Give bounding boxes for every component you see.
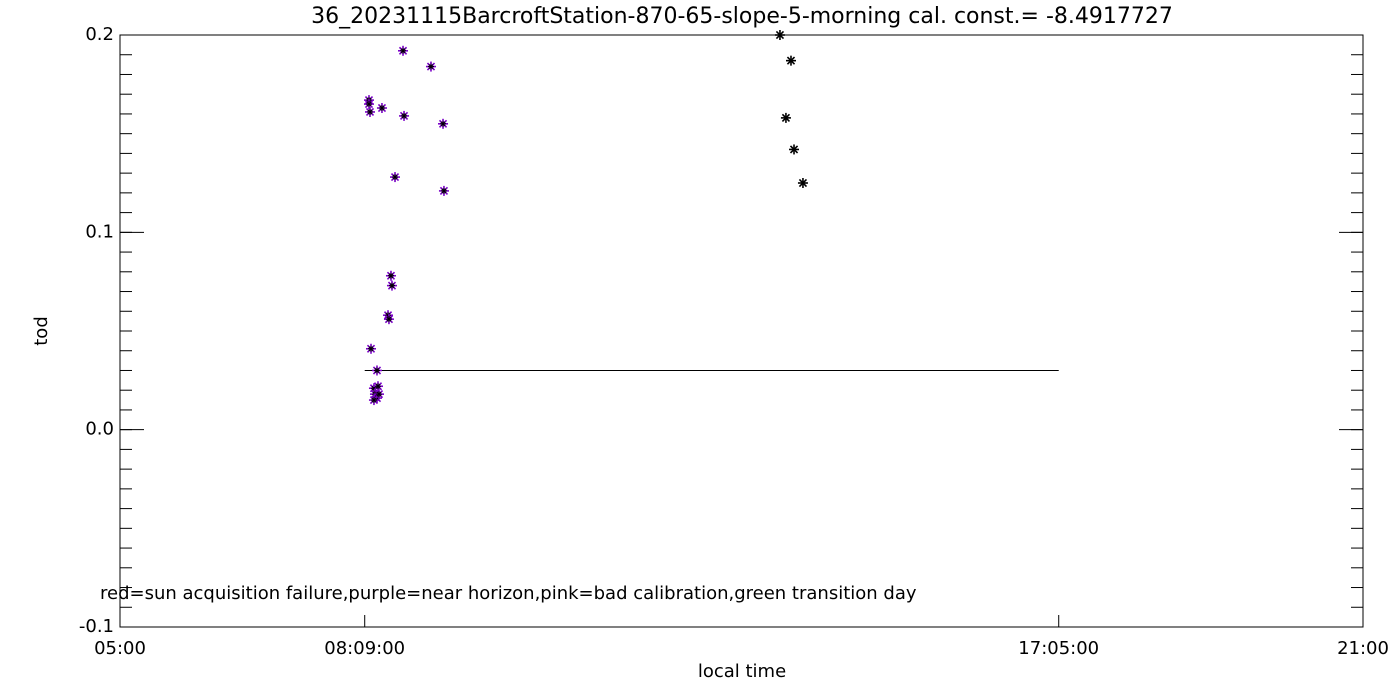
point: [371, 365, 382, 376]
marker-stroke: [368, 346, 374, 352]
x-axis-label: local time: [698, 661, 786, 682]
point: [797, 178, 808, 188]
marker-stroke: [401, 113, 407, 119]
marker-stroke: [371, 397, 377, 403]
point: [438, 118, 449, 129]
point: [373, 381, 384, 392]
marker-stroke: [441, 188, 447, 194]
marker-stroke: [379, 105, 385, 111]
point: [363, 99, 374, 110]
marker-stroke: [389, 283, 395, 289]
y-axis-label: tod: [31, 316, 52, 346]
marker-stroke: [440, 121, 446, 127]
marker-stroke: [428, 64, 434, 70]
marker-stroke: [781, 113, 791, 122]
marker-stroke: [400, 48, 406, 54]
x-tick-label: 05:00: [94, 638, 146, 659]
marker-stroke: [366, 101, 372, 107]
point: [383, 314, 394, 325]
point: [780, 112, 791, 123]
plot-frame: [119, 34, 1364, 628]
point: [385, 270, 396, 281]
y-tick-label: 0.1: [85, 221, 114, 242]
marker-stroke: [367, 109, 373, 115]
y-tick-label: -0.1: [79, 616, 114, 637]
marker-stroke: [374, 367, 380, 373]
point: [438, 185, 449, 196]
point: [789, 144, 800, 155]
point: [425, 61, 436, 72]
marker-stroke: [789, 145, 799, 154]
x-tick-label: 17:05:00: [1018, 638, 1099, 659]
chart-title: 36_20231115BarcroftStation-870-65-slope-…: [311, 4, 1173, 29]
x-tick-label: 21:00: [1337, 638, 1389, 659]
marker-stroke: [786, 56, 796, 65]
point: [785, 55, 796, 66]
marker-stroke: [376, 391, 382, 397]
marker-stroke: [375, 383, 381, 389]
marker-stroke: [775, 30, 785, 40]
point: [399, 110, 410, 121]
point: [398, 45, 409, 56]
marker-stroke: [386, 316, 392, 322]
point: [390, 172, 401, 183]
point: [364, 106, 375, 117]
point: [366, 343, 377, 354]
y-tick-label: 0.2: [85, 24, 114, 45]
point: [774, 30, 785, 40]
x-tick-label: 08:09:00: [324, 638, 405, 659]
point: [374, 389, 385, 400]
point: [376, 103, 387, 114]
marker-stroke: [392, 174, 398, 180]
annotation: red=sun acquisition failure,purple=near …: [100, 583, 917, 604]
marker-stroke: [798, 178, 808, 188]
point: [386, 280, 397, 291]
marker-stroke: [388, 273, 394, 279]
y-tick-label: 0.0: [85, 419, 114, 440]
